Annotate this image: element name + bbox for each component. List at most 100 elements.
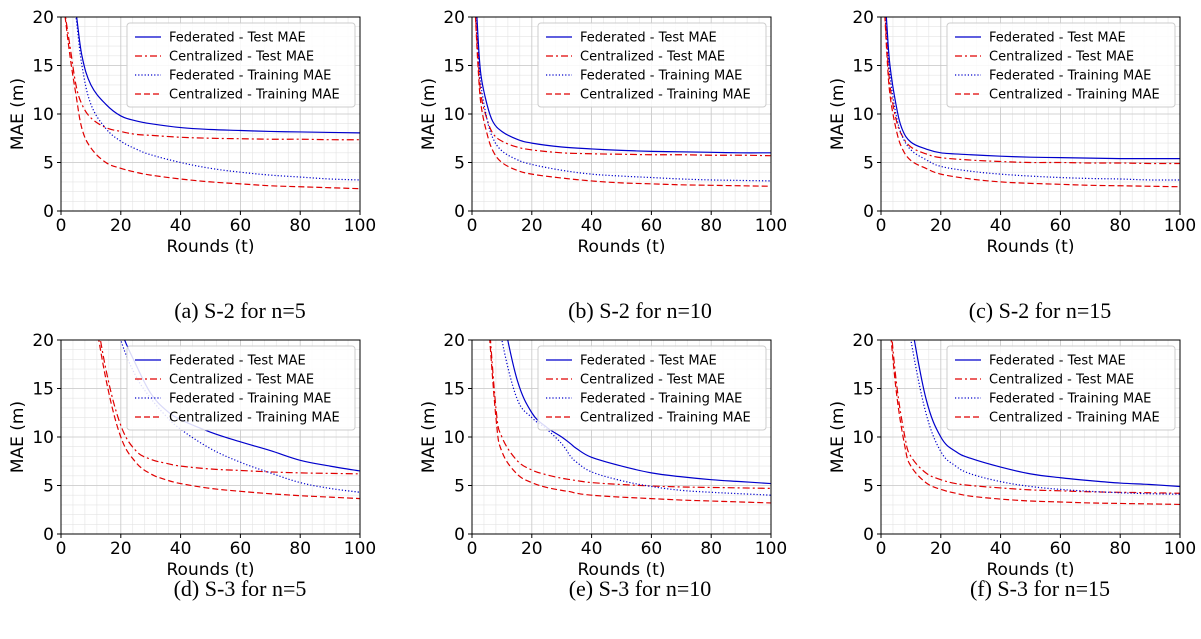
y-tick-label: 0	[863, 525, 874, 545]
y-tick-label: 10	[443, 105, 465, 125]
x-tick-label: 40	[170, 539, 192, 559]
y-tick-label: 10	[32, 105, 54, 125]
legend: Federated - Test MAE Centralized - Test M…	[537, 22, 767, 108]
legend-label: Federated - Test MAE	[580, 354, 717, 369]
x-tick-label: 20	[110, 539, 132, 559]
figure-caption: (b) S-2 for n=10	[568, 298, 712, 323]
y-tick-label: 15	[32, 380, 54, 400]
series-line-4	[489, 340, 771, 504]
x-axis-label: Rounds (t)	[987, 237, 1075, 257]
y-tick-label: 5	[454, 154, 465, 174]
x-tick-label: 20	[930, 539, 952, 559]
y-tick-label: 20	[852, 8, 874, 28]
x-tick-label: 40	[581, 216, 603, 236]
x-axis-label: Rounds (t)	[167, 237, 255, 257]
x-tick-label: 60	[230, 216, 252, 236]
legend-label: Federated - Training MAE	[580, 392, 742, 407]
series-line-3	[475, 17, 771, 182]
legend-label: Centralized - Test MAE	[580, 373, 725, 388]
series-line-4	[890, 340, 1180, 506]
x-tick-label: 100	[755, 539, 787, 559]
x-tick-label: 0	[876, 216, 887, 236]
x-axis-label: Rounds (t)	[167, 560, 255, 580]
y-tick-label: 20	[852, 331, 874, 351]
series-line-4	[98, 340, 360, 500]
figure-caption: (f) S-3 for n=15	[969, 576, 1111, 601]
x-tick-label: 60	[641, 539, 663, 559]
series-group	[474, 17, 771, 187]
x-tick-label: 80	[1109, 216, 1131, 236]
series-line-1	[885, 17, 1180, 160]
legend-box	[126, 345, 356, 431]
y-tick-label: 5	[43, 477, 54, 497]
y-tick-label: 0	[454, 525, 465, 545]
legend-label: Centralized - Training MAE	[989, 88, 1160, 103]
y-axis-label: MAE (m)	[8, 78, 28, 150]
legend-box	[537, 22, 767, 108]
x-tick-label: 20	[930, 216, 952, 236]
legend-label: Federated - Test MAE	[169, 354, 306, 369]
y-tick-label: 0	[43, 525, 54, 545]
x-tick-label: 40	[581, 539, 603, 559]
y-tick-label: 20	[32, 331, 54, 351]
x-axis-label: Rounds (t)	[578, 237, 666, 257]
y-tick-label: 20	[32, 8, 54, 28]
legend-label: Centralized - Test MAE	[989, 50, 1134, 65]
figure-caption: (e) S-3 for n=10	[568, 576, 712, 601]
series-line-2	[64, 17, 360, 141]
x-tick-label: 40	[990, 216, 1012, 236]
x-tick-label: 40	[170, 216, 192, 236]
x-tick-label: 0	[876, 539, 887, 559]
y-tick-label: 15	[443, 380, 465, 400]
series-line-2	[884, 17, 1180, 165]
series-line-1	[76, 17, 360, 134]
y-tick-label: 0	[454, 202, 465, 222]
legend-label: Federated - Test MAE	[580, 31, 717, 46]
series-line-1	[507, 340, 771, 485]
x-tick-label: 80	[1109, 539, 1131, 559]
x-tick-label: 40	[990, 539, 1012, 559]
series-group	[884, 17, 1180, 188]
figure-caption: (a) S-2 for n=5	[174, 298, 306, 323]
y-tick-label: 10	[852, 105, 874, 125]
legend-label: Centralized - Training MAE	[580, 88, 751, 103]
y-tick-label: 5	[454, 477, 465, 497]
chart-panel-4: 0 20 40 60 80 100 0 5 10 15 20 Rounds (t) MAE (m) Fed…	[8, 331, 376, 580]
x-tick-label: 0	[56, 216, 67, 236]
legend-label: Federated - Test MAE	[169, 31, 306, 46]
series-line-2	[489, 340, 771, 490]
series-group	[64, 17, 360, 190]
chart-panel-3: 0 20 40 60 80 100 0 5 10 15 20 Rounds (t) MAE (m) Fed…	[828, 8, 1196, 257]
x-tick-label: 100	[344, 539, 376, 559]
series-group	[489, 340, 771, 504]
y-tick-label: 10	[443, 428, 465, 448]
y-axis-label: MAE (m)	[419, 401, 439, 473]
legend-label: Centralized - Training MAE	[580, 411, 751, 426]
figure-caption: (d) S-3 for n=5	[173, 576, 307, 601]
x-axis-label: Rounds (t)	[987, 560, 1075, 580]
legend-box	[946, 22, 1176, 108]
x-tick-label: 0	[56, 539, 67, 559]
x-tick-label: 60	[1050, 216, 1072, 236]
x-tick-label: 60	[1050, 539, 1072, 559]
x-tick-label: 80	[700, 539, 722, 559]
series-line-3	[75, 17, 360, 181]
x-tick-label: 100	[1164, 539, 1196, 559]
x-tick-label: 20	[521, 216, 543, 236]
legend: Federated - Test MAE Centralized - Test M…	[537, 345, 767, 431]
legend-label: Centralized - Test MAE	[169, 373, 314, 388]
y-axis-label: MAE (m)	[419, 78, 439, 150]
legend: Federated - Test MAE Centralized - Test M…	[126, 345, 356, 431]
x-tick-label: 60	[641, 216, 663, 236]
y-tick-label: 0	[43, 202, 54, 222]
x-tick-label: 100	[1164, 216, 1196, 236]
y-tick-label: 20	[443, 8, 465, 28]
legend-label: Centralized - Training MAE	[989, 411, 1160, 426]
series-line-2	[474, 17, 771, 157]
y-tick-label: 10	[852, 428, 874, 448]
series-group	[890, 340, 1180, 506]
figure-caption: (c) S-2 for n=15	[968, 298, 1112, 323]
x-tick-label: 0	[467, 539, 478, 559]
series-line-2	[891, 340, 1180, 494]
x-tick-label: 60	[230, 539, 252, 559]
